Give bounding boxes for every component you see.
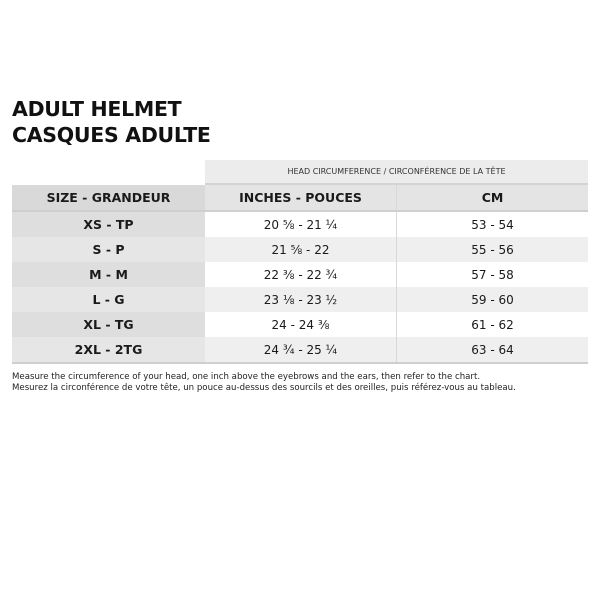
size-cell: 2XL - 2TG bbox=[12, 337, 205, 362]
note-french: Mesurez la circonférence de votre tête, … bbox=[12, 383, 516, 393]
size-cell: S - P bbox=[12, 237, 205, 262]
title-french: CASQUES ADULTE bbox=[12, 123, 211, 147]
group-header-row: HEAD CIRCUMFERENCE / CIRCONFÉRENCE DE LA… bbox=[12, 160, 588, 185]
column-header-inches: INCHES - POUCES bbox=[205, 185, 397, 212]
cm-cell: 53 - 54 bbox=[397, 212, 588, 237]
table-row: M - M 22 ⅜ - 22 ¾ 57 - 58 bbox=[12, 262, 588, 287]
size-cell: XS - TP bbox=[12, 212, 205, 237]
size-chart-table: HEAD CIRCUMFERENCE / CIRCONFÉRENCE DE LA… bbox=[12, 160, 588, 364]
inches-cell: 21 ⅝ - 22 bbox=[205, 237, 397, 262]
column-header-cm: CM bbox=[397, 185, 588, 212]
inches-cell: 20 ⅝ - 21 ¼ bbox=[205, 212, 397, 237]
inches-cell: 24 - 24 ⅜ bbox=[205, 312, 397, 337]
table-row: XL - TG 24 - 24 ⅜ 61 - 62 bbox=[12, 312, 588, 337]
group-header: HEAD CIRCUMFERENCE / CIRCONFÉRENCE DE LA… bbox=[205, 160, 588, 185]
column-header-size: SIZE - GRANDEUR bbox=[12, 185, 205, 212]
cm-cell: 61 - 62 bbox=[397, 312, 588, 337]
size-cell: XL - TG bbox=[12, 312, 205, 337]
table-row: 2XL - 2TG 24 ¾ - 25 ¼ 63 - 64 bbox=[12, 337, 588, 364]
cm-cell: 59 - 60 bbox=[397, 287, 588, 312]
cm-cell: 63 - 64 bbox=[397, 337, 588, 362]
size-cell: L - G bbox=[12, 287, 205, 312]
page-title: ADULT HELMET CASQUES ADULTE bbox=[12, 96, 211, 148]
note-english: Measure the circumference of your head, … bbox=[12, 372, 481, 382]
cm-cell: 55 - 56 bbox=[397, 237, 588, 262]
cm-cell: 57 - 58 bbox=[397, 262, 588, 287]
table-row: L - G 23 ⅛ - 23 ½ 59 - 60 bbox=[12, 287, 588, 312]
table-row: S - P 21 ⅝ - 22 55 - 56 bbox=[12, 237, 588, 262]
inches-cell: 22 ⅜ - 22 ¾ bbox=[205, 262, 397, 287]
inches-cell: 23 ⅛ - 23 ½ bbox=[205, 287, 397, 312]
column-header-row: SIZE - GRANDEUR INCHES - POUCES CM bbox=[12, 185, 588, 212]
title-english: ADULT HELMET bbox=[12, 97, 182, 121]
table-row: XS - TP 20 ⅝ - 21 ¼ 53 - 54 bbox=[12, 212, 588, 237]
measurement-instructions: Measure the circumference of your head, … bbox=[12, 372, 516, 394]
size-cell: M - M bbox=[12, 262, 205, 287]
inches-cell: 24 ¾ - 25 ¼ bbox=[205, 337, 397, 362]
